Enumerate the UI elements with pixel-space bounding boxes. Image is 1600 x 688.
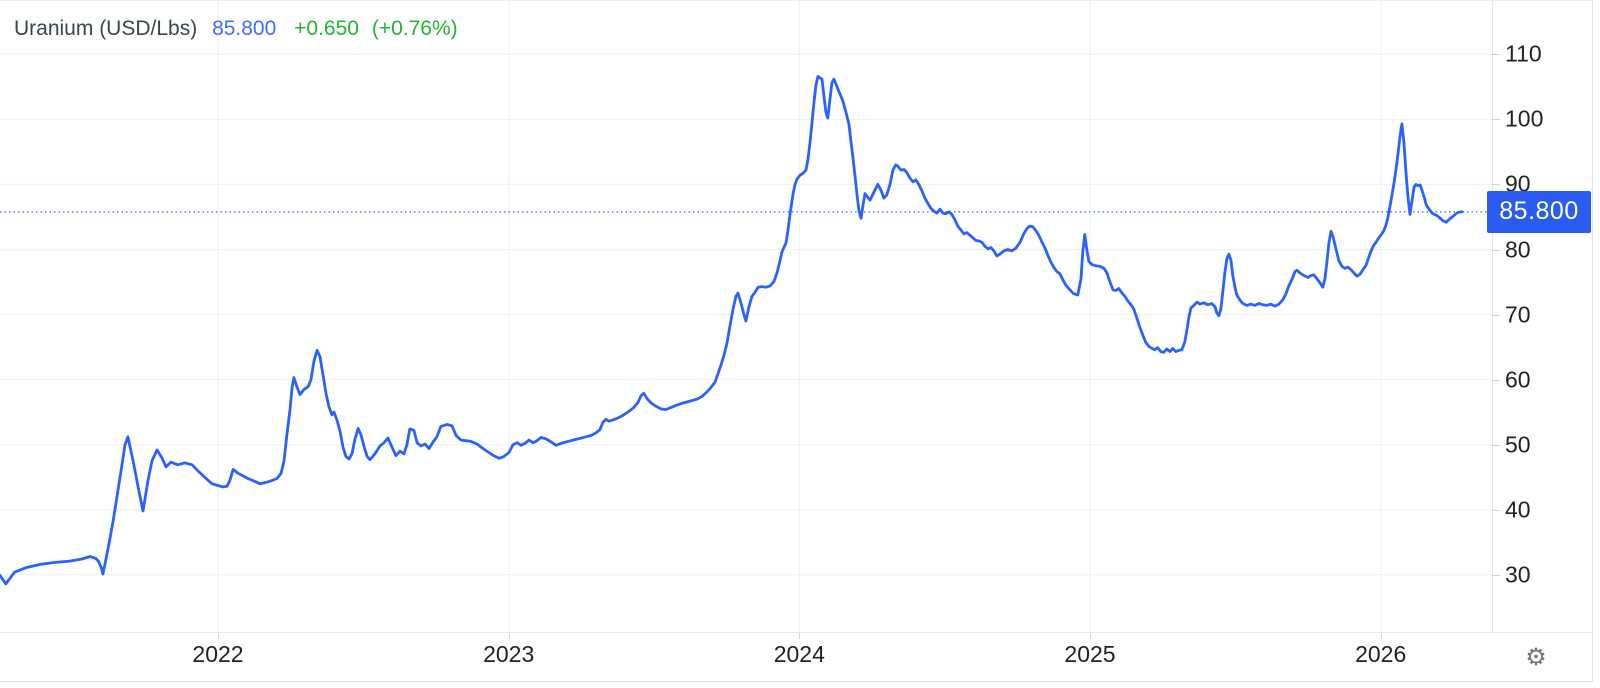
last-price-badge: 85.800 xyxy=(1487,190,1591,233)
x-axis-label: 2022 xyxy=(192,641,244,667)
y-axis[interactable]: 110 100 90 80 70 60 50 40 30 xyxy=(1492,1,1592,632)
y-axis-tick xyxy=(1492,574,1500,576)
settings-gear-icon[interactable]: ⚙ xyxy=(1525,643,1547,671)
price-change-percent-text: (+0.76%) xyxy=(371,17,458,40)
x-axis-separator xyxy=(0,632,1592,633)
x-axis-tick xyxy=(508,633,510,639)
x-axis-tick xyxy=(218,633,219,639)
y-axis-label: 110 xyxy=(1505,40,1542,67)
y-axis-separator xyxy=(1492,1,1493,632)
y-axis-label: 80 xyxy=(1505,236,1531,262)
x-axis-label: 2024 xyxy=(773,641,825,667)
instrument-name: Uranium (USD/Lbs) xyxy=(14,17,198,40)
x-axis-tick xyxy=(1380,633,1382,639)
y-axis-label: 70 xyxy=(1505,301,1531,327)
y-axis-tick xyxy=(1492,54,1500,56)
y-axis-label: 40 xyxy=(1505,496,1531,523)
x-axis-label: 2023 xyxy=(483,641,535,667)
y-axis-tick xyxy=(1492,119,1500,121)
x-axis-label: 2025 xyxy=(1064,641,1116,667)
price-change-text: +0.650 xyxy=(294,17,359,40)
y-axis-label: 60 xyxy=(1505,366,1531,393)
plot-area[interactable] xyxy=(0,1,1492,632)
y-axis-tick xyxy=(1492,184,1500,186)
y-axis-tick xyxy=(1492,509,1500,511)
y-axis-label: 100 xyxy=(1505,105,1544,132)
y-axis-tick xyxy=(1492,249,1500,251)
x-axis-tick xyxy=(1090,633,1091,639)
y-axis-tick xyxy=(1492,444,1500,446)
price-line-series[interactable] xyxy=(0,75,1464,586)
chart-legend: Uranium (USD/Lbs) 85.800 +0.650 (+0.76%) xyxy=(14,17,458,41)
y-axis-label: 50 xyxy=(1505,431,1531,458)
x-axis-label: 2026 xyxy=(1355,641,1407,667)
x-axis[interactable]: 2022 2023 2024 2025 2026 xyxy=(0,633,1592,681)
y-axis-tick xyxy=(1492,379,1500,381)
last-price-text: 85.800 xyxy=(212,17,277,40)
x-axis-tick xyxy=(799,633,801,639)
y-axis-label: 30 xyxy=(1505,561,1531,588)
y-axis-tick xyxy=(1492,314,1500,316)
